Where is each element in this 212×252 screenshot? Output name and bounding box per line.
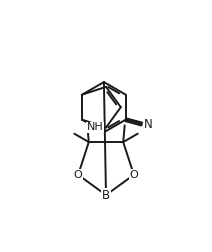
Text: O: O (74, 170, 82, 180)
Text: B: B (102, 188, 110, 202)
Text: B: B (102, 188, 110, 202)
Text: N: N (144, 117, 152, 131)
Text: O: O (130, 170, 138, 180)
Text: NH: NH (87, 122, 103, 133)
Text: O: O (74, 170, 82, 180)
Text: O: O (130, 170, 138, 180)
